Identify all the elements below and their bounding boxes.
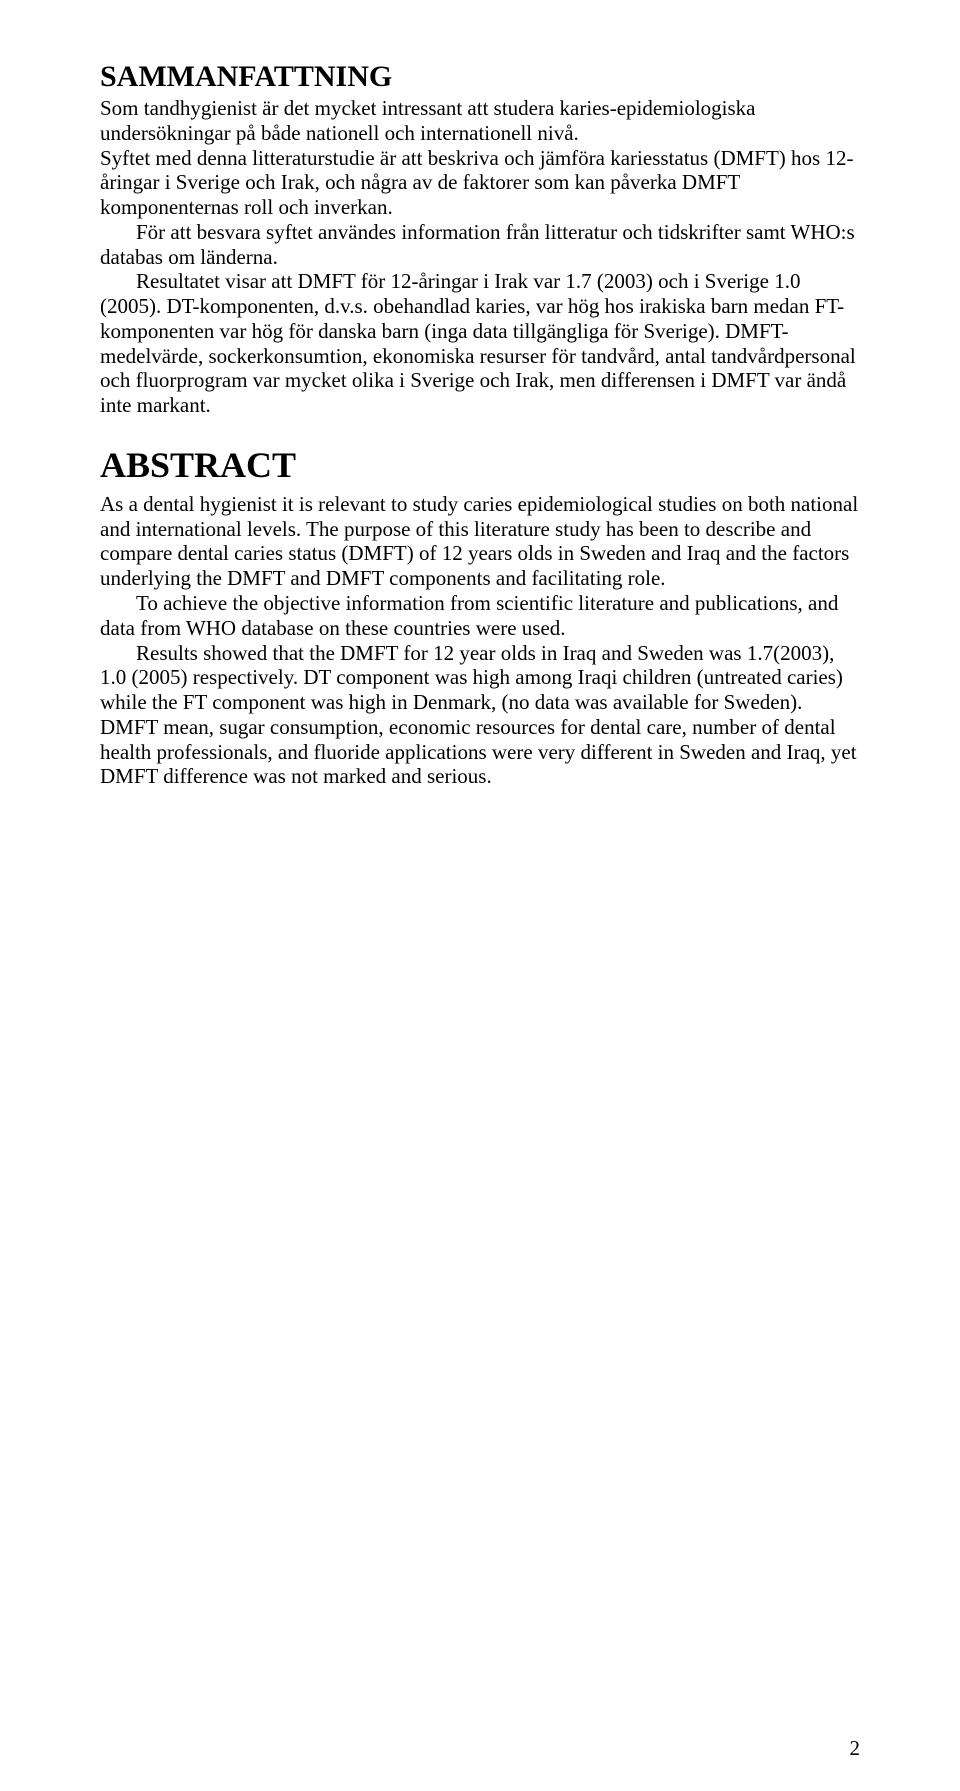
paragraph: As a dental hygienist it is relevant to … (100, 492, 860, 591)
page-number: 2 (850, 1736, 861, 1761)
heading-sammanfattning: SAMMANFATTNING (100, 60, 860, 94)
section-abstract: ABSTRACT As a dental hygienist it is rel… (100, 444, 860, 789)
paragraph: För att besvara syftet användes informat… (100, 220, 860, 270)
paragraph: Som tandhygienist är det mycket intressa… (100, 96, 860, 146)
sammanfattning-body: Som tandhygienist är det mycket intressa… (100, 96, 860, 418)
heading-abstract: ABSTRACT (100, 444, 860, 486)
paragraph: To achieve the objective information fro… (100, 591, 860, 641)
section-sammanfattning: SAMMANFATTNING Som tandhygienist är det … (100, 60, 860, 418)
abstract-body: As a dental hygienist it is relevant to … (100, 492, 860, 789)
paragraph: Syftet med denna litteraturstudie är att… (100, 146, 860, 220)
paragraph: Results showed that the DMFT for 12 year… (100, 641, 860, 790)
paragraph: Resultatet visar att DMFT för 12-åringar… (100, 269, 860, 418)
